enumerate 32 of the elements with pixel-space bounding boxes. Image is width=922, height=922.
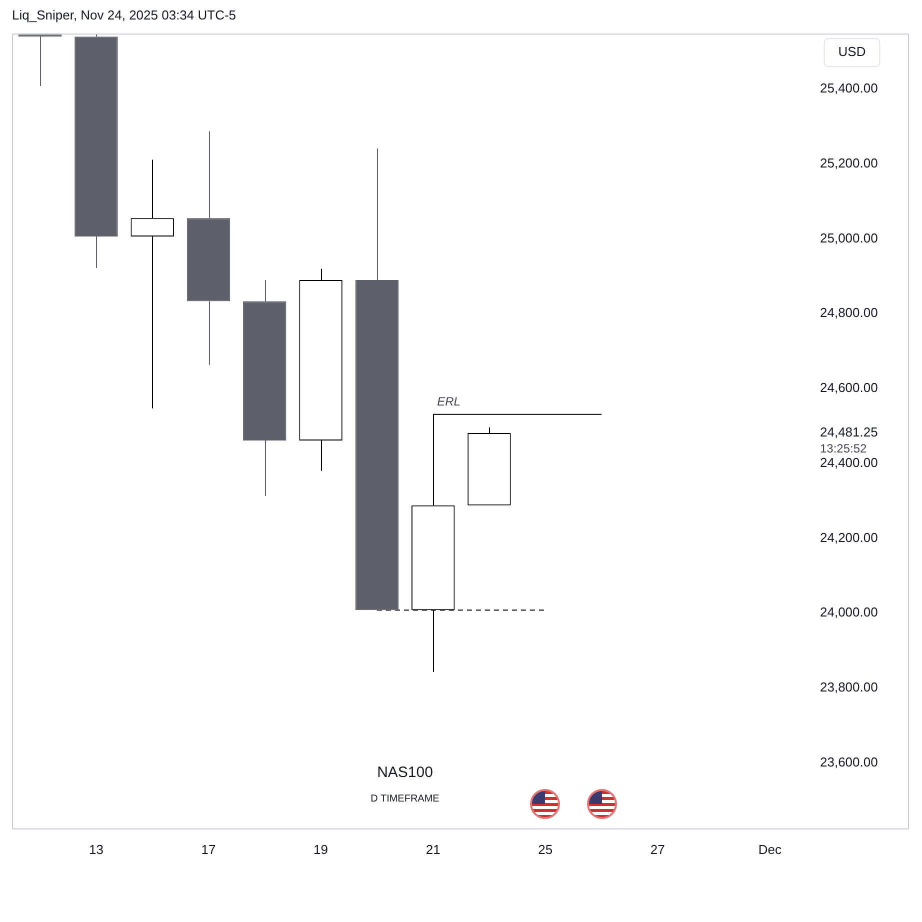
annotation: NAS100 [377, 764, 433, 782]
candlestick [355, 148, 399, 610]
y-tick-label: 24,400.00 [820, 454, 878, 470]
candlestick [130, 159, 174, 409]
text: USD [838, 44, 866, 60]
y-tick-label: 24,800.00 [820, 305, 878, 320]
candlestick [243, 279, 286, 496]
x-tick-label: 19 [314, 842, 328, 857]
chart-title: Liq_Sniper, Nov 24, 2025 03:34 UTC-5 [12, 7, 236, 22]
text: 13:25:52 [820, 441, 868, 456]
y-tick-label: 24,481.25 [820, 424, 878, 440]
x-tick-label: 21 [426, 842, 440, 857]
x-tick-label: 27 [650, 842, 665, 857]
x-tick-label: 17 [201, 842, 216, 857]
x-tick-label: 25 [538, 842, 553, 857]
y-tick-label: 24,200.00 [820, 530, 878, 545]
y-tick-label: 25,400.00 [820, 80, 878, 96]
y-tick-label: 23,600.00 [820, 754, 878, 770]
y-tick-label: 23,800.00 [820, 680, 878, 695]
y-tick-label: 25,000.00 [820, 230, 878, 246]
annotation: ERL [437, 394, 460, 409]
y-tick-label: 24,600.00 [820, 380, 878, 396]
y-tick-label: 24,000.00 [820, 604, 878, 620]
candlestick [18, 34, 62, 87]
annotation: D TIMEFRAME [370, 794, 440, 805]
x-tick-label: Dec [758, 842, 782, 857]
candlestick [186, 130, 230, 366]
x-tick-label: 13 [88, 842, 104, 857]
candlestick [299, 268, 342, 472]
candlestick [74, 33, 118, 268]
candlestick [468, 426, 511, 506]
y-tick-label: 25,200.00 [820, 155, 878, 170]
